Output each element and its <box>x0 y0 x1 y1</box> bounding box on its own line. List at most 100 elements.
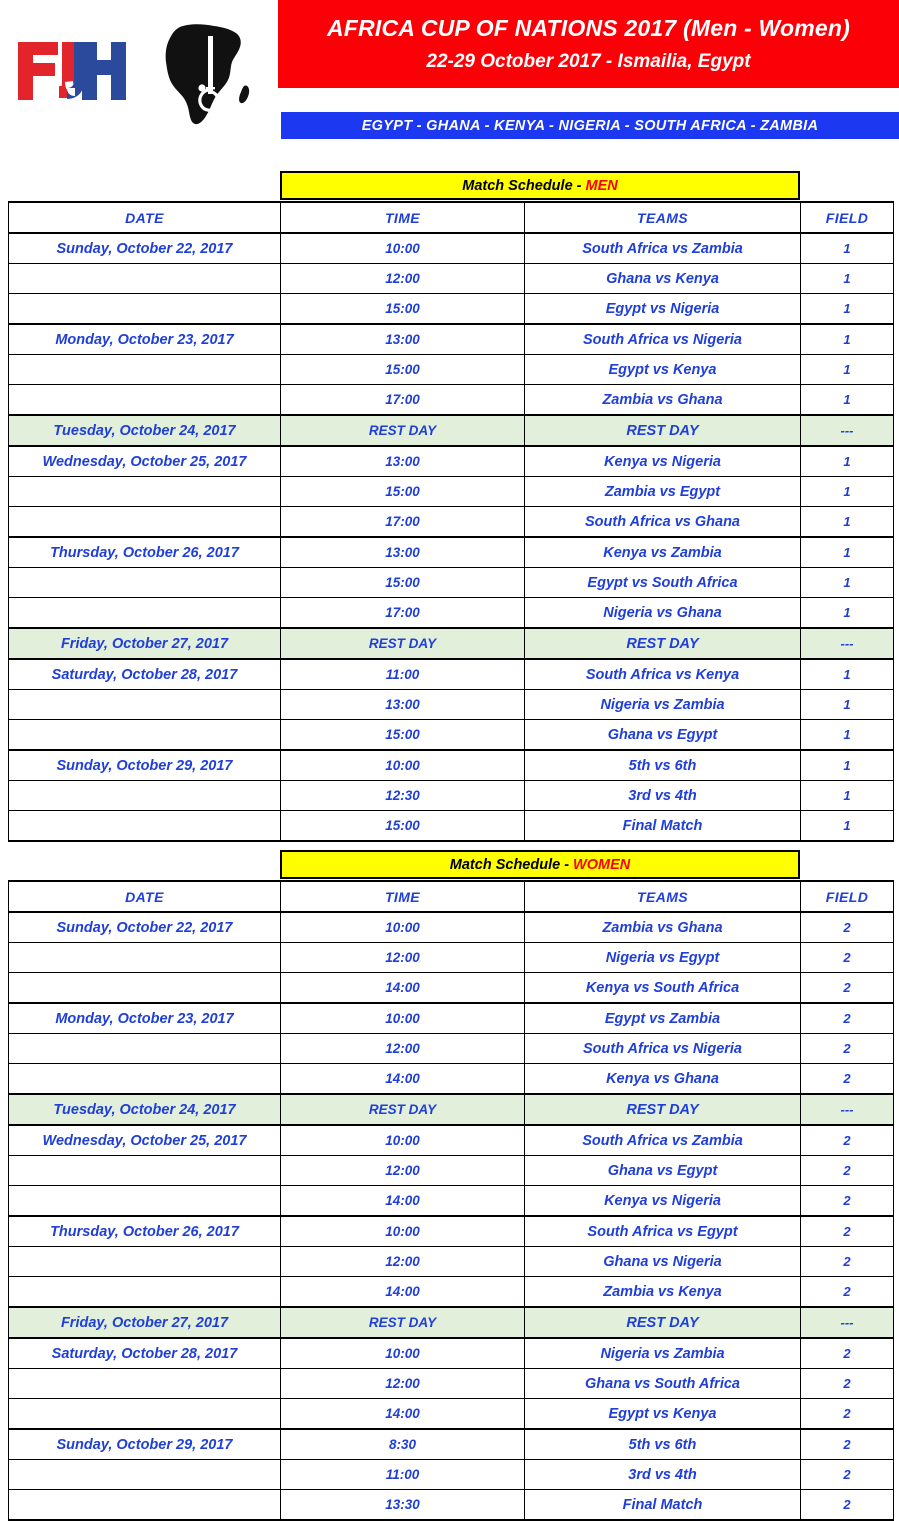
cell-time: 10:00 <box>280 1124 525 1156</box>
cell-date: Wednesday, October 25, 2017 <box>8 445 281 477</box>
cell-field: 2 <box>800 1337 894 1369</box>
cell-teams: Ghana vs Egypt <box>524 719 801 751</box>
cell-date <box>8 942 281 973</box>
cell-teams: South Africa vs Egypt <box>524 1215 801 1247</box>
cell-time: 14:00 <box>280 972 525 1004</box>
cell-time: 10:00 <box>280 1337 525 1369</box>
cell-time: 15:00 <box>280 354 525 385</box>
table-row: 12:00 South Africa vs Nigeria 2 <box>8 1033 894 1064</box>
table-row: 15:00 Ghana vs Egypt 1 <box>8 719 894 751</box>
cell-date <box>8 780 281 811</box>
cell-time: REST DAY <box>280 414 525 447</box>
cell-field: 1 <box>800 658 894 690</box>
cell-time: 11:00 <box>280 658 525 690</box>
cell-time: 14:00 <box>280 1276 525 1308</box>
cell-field: 2 <box>800 1246 894 1277</box>
cell-field: 1 <box>800 354 894 385</box>
table-row: 12:00 Ghana vs Egypt 2 <box>8 1155 894 1186</box>
cell-field: 2 <box>800 1459 894 1490</box>
cell-teams: Ghana vs South Africa <box>524 1368 801 1399</box>
table-row: 12:30 3rd vs 4th 1 <box>8 780 894 811</box>
cell-teams: REST DAY <box>524 414 801 447</box>
cell-teams: Kenya vs South Africa <box>524 972 801 1004</box>
cell-teams: South Africa vs Kenya <box>524 658 801 690</box>
cell-teams: South Africa vs Ghana <box>524 506 801 538</box>
cell-field: 2 <box>800 972 894 1004</box>
cell-teams: REST DAY <box>524 627 801 660</box>
column-header-teams: TEAMS <box>524 201 801 234</box>
cell-time: 13:00 <box>280 445 525 477</box>
table-row: 14:00 Kenya vs Nigeria 2 <box>8 1185 894 1217</box>
cell-date: Sunday, October 22, 2017 <box>8 232 281 264</box>
table-row: 15:00 Egypt vs South Africa 1 <box>8 567 894 598</box>
table-row: Monday, October 23, 2017 13:00 South Afric… <box>8 323 894 355</box>
table-row: 15:00 Egypt vs Nigeria 1 <box>8 293 894 325</box>
cell-time: 10:00 <box>280 1215 525 1247</box>
cell-date <box>8 1459 281 1490</box>
cell-date: Friday, October 27, 2017 <box>8 1306 281 1339</box>
cell-field: 1 <box>800 293 894 325</box>
fih-logo <box>18 42 126 100</box>
men-title-row: Match Schedule - MEN <box>8 171 893 200</box>
cell-date: Thursday, October 26, 2017 <box>8 1215 281 1247</box>
cell-date <box>8 384 281 416</box>
title-spacer-left <box>8 171 280 200</box>
cell-teams: Zambia vs Egypt <box>524 476 801 507</box>
cell-field: 1 <box>800 384 894 416</box>
cell-teams: Kenya vs Ghana <box>524 1063 801 1095</box>
cell-teams: 5th vs 6th <box>524 749 801 781</box>
cell-teams: Ghana vs Nigeria <box>524 1246 801 1277</box>
cell-teams: Egypt vs Kenya <box>524 354 801 385</box>
table-row: Tuesday, October 24, 2017 REST DAY REST DA… <box>8 414 894 447</box>
cell-teams: Final Match <box>524 810 801 842</box>
table-row: Thursday, October 26, 2017 13:00 Kenya vs … <box>8 536 894 568</box>
cell-date: Sunday, October 29, 2017 <box>8 1428 281 1460</box>
cell-date: Monday, October 23, 2017 <box>8 323 281 355</box>
cell-teams: Ghana vs Egypt <box>524 1155 801 1186</box>
cell-time: 14:00 <box>280 1398 525 1430</box>
table-row: 12:00 Ghana vs South Africa 2 <box>8 1368 894 1399</box>
cell-time: 12:00 <box>280 1368 525 1399</box>
women-schedule-title: Match Schedule - WOMEN <box>280 850 800 879</box>
column-header-time: TIME <box>280 880 525 913</box>
cell-teams: Zambia vs Ghana <box>524 911 801 943</box>
table-row: Saturday, October 28, 2017 10:00 Nigeria v… <box>8 1337 894 1369</box>
table-row: Friday, October 27, 2017 REST DAY REST DAY… <box>8 627 894 660</box>
cell-time: 14:00 <box>280 1185 525 1217</box>
column-header-time: TIME <box>280 201 525 234</box>
men-title-gender: MEN <box>585 177 618 194</box>
cell-field: --- <box>800 1093 894 1126</box>
cell-date <box>8 1489 281 1521</box>
cell-teams: REST DAY <box>524 1306 801 1339</box>
women-title-row: Match Schedule - WOMEN <box>8 850 893 879</box>
cell-field: 1 <box>800 263 894 294</box>
table-row: Monday, October 23, 2017 10:00 Egypt vs Za… <box>8 1002 894 1034</box>
cell-field: 2 <box>800 1276 894 1308</box>
table-row: Sunday, October 29, 2017 10:00 5th vs 6th 1 <box>8 749 894 781</box>
table-row: Friday, October 27, 2017 REST DAY REST DAY… <box>8 1306 894 1339</box>
cell-field: 2 <box>800 1489 894 1521</box>
cell-time: 13:00 <box>280 689 525 720</box>
cell-date <box>8 1033 281 1064</box>
event-subtitle: 22-29 October 2017 - Ismailia, Egypt <box>426 51 751 72</box>
cell-time: 13:30 <box>280 1489 525 1521</box>
cell-time: 15:00 <box>280 810 525 842</box>
cell-teams: Egypt vs Zambia <box>524 1002 801 1034</box>
cell-date <box>8 506 281 538</box>
cell-field: 2 <box>800 1155 894 1186</box>
cell-field: 2 <box>800 1368 894 1399</box>
table-row: 17:00 Nigeria vs Ghana 1 <box>8 597 894 629</box>
column-header-date: DATE <box>8 880 281 913</box>
cell-date <box>8 354 281 385</box>
cell-field: --- <box>800 627 894 660</box>
men-table-body: Sunday, October 22, 2017 10:00 South Afric… <box>8 232 894 842</box>
cell-field: 1 <box>800 689 894 720</box>
cell-field: 1 <box>800 780 894 811</box>
women-table-body: Sunday, October 22, 2017 10:00 Zambia vs G… <box>8 911 894 1521</box>
cell-time: 13:00 <box>280 536 525 568</box>
cell-date <box>8 263 281 294</box>
cell-field: 1 <box>800 597 894 629</box>
cell-teams: 3rd vs 4th <box>524 780 801 811</box>
cell-teams: South Africa vs Zambia <box>524 232 801 264</box>
column-header-date: DATE <box>8 201 281 234</box>
